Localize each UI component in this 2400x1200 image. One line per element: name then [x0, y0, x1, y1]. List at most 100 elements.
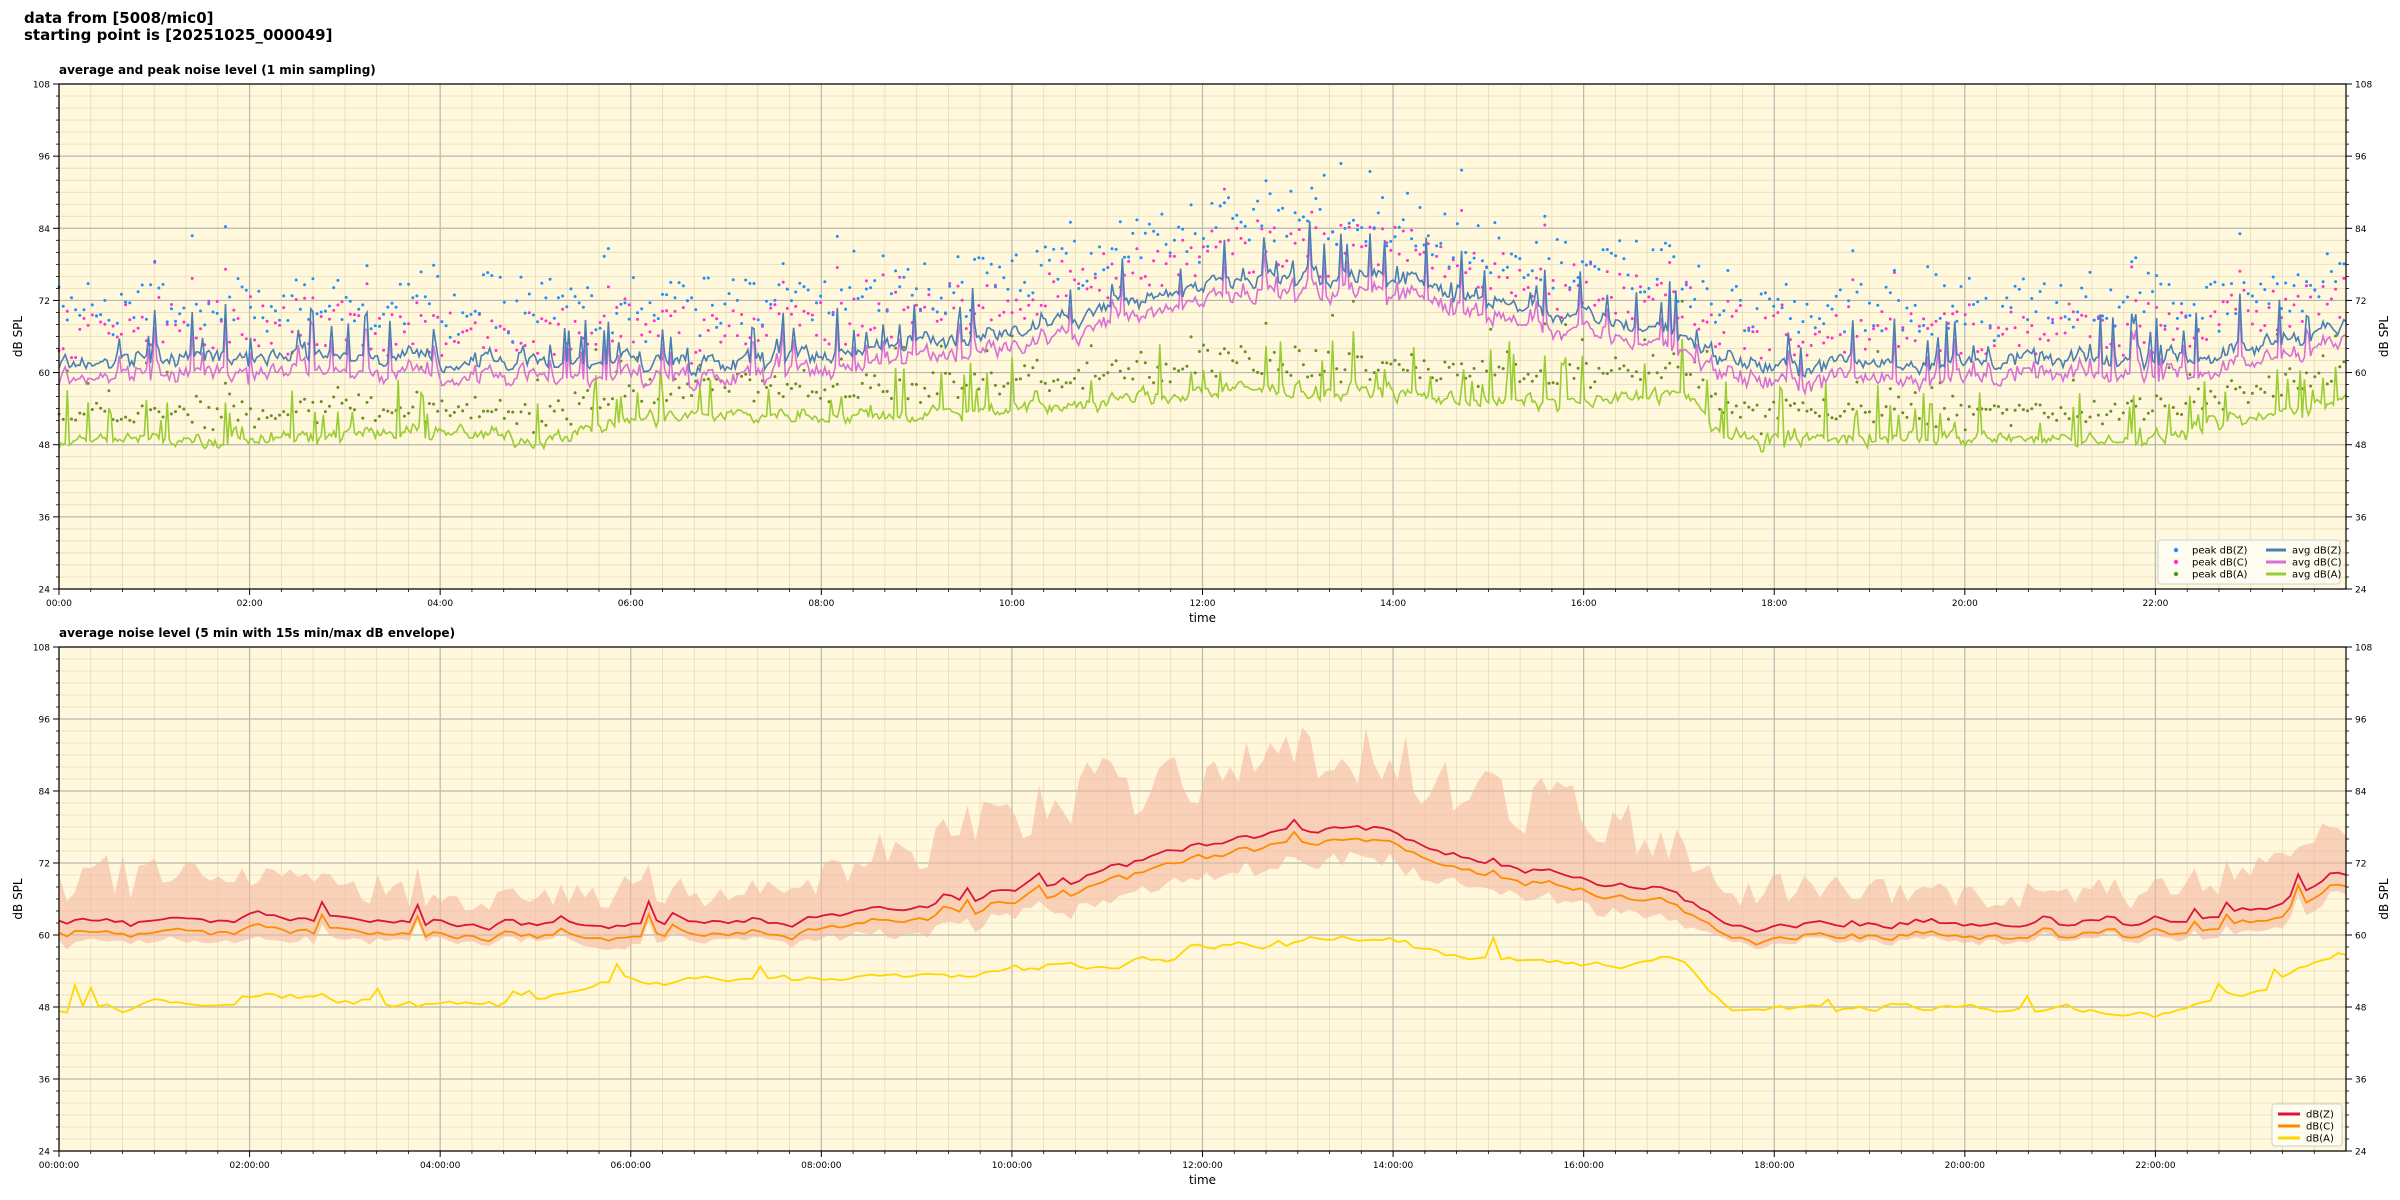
- peak-dBZ-point: [2271, 275, 2275, 279]
- peak-dBC-point: [831, 310, 835, 314]
- peak-dBC-point: [1010, 311, 1014, 315]
- peak-dBZ-point: [228, 295, 232, 299]
- peak-dBZ-point: [2088, 270, 2092, 274]
- peak-dBA-point: [556, 399, 560, 403]
- peak-dBC-point: [773, 303, 777, 307]
- peak-dBA-point: [1393, 358, 1397, 362]
- peak-dBZ-point: [1464, 251, 1468, 254]
- peak-dBZ-point: [1422, 243, 1426, 247]
- peak-dBC-point: [519, 341, 523, 345]
- peak-dBA-point: [2305, 371, 2308, 375]
- peak-dBZ-point: [731, 278, 735, 282]
- peak-dBC-point: [373, 332, 377, 335]
- peak-dBA-point: [1655, 371, 1659, 375]
- peak-dBZ-point: [1755, 307, 1759, 311]
- peak-dBZ-point: [1451, 256, 1455, 260]
- peak-dBC-point: [740, 313, 744, 316]
- peak-dBA-point: [1497, 365, 1501, 369]
- peak-dBA-point: [99, 406, 103, 410]
- peak-dBA-point: [407, 411, 411, 415]
- peak-dBZ-point: [544, 296, 548, 300]
- peak-dBC-point: [1555, 307, 1559, 311]
- peak-dBZ-point: [902, 275, 906, 279]
- peak-dBZ-point: [174, 319, 177, 323]
- peak-dBA-point: [2209, 389, 2213, 393]
- peak-dBA-point: [1684, 373, 1688, 376]
- peak-dBZ-point: [819, 294, 823, 298]
- y-tick-label-right: 48: [2355, 441, 2367, 451]
- peak-dBZ-point: [1410, 237, 1414, 241]
- peak-dBC-point: [1268, 230, 1272, 234]
- peak-dBA-point: [2088, 415, 2092, 419]
- peak-dBA-point: [2250, 391, 2254, 395]
- peak-dBA-point: [894, 346, 898, 350]
- peak-dBZ-point: [1518, 257, 1522, 261]
- peak-dBZ-point: [423, 295, 427, 299]
- peak-dBZ-point: [1118, 220, 1122, 224]
- peak-dBZ-point: [1418, 206, 1422, 209]
- peak-dBZ-point: [1281, 206, 1285, 210]
- x-tick-label: 20:00:00: [1945, 1161, 1986, 1171]
- peak-dBZ-point: [2159, 282, 2163, 286]
- peak-dBZ-point: [444, 324, 448, 328]
- peak-dBA-point: [1235, 361, 1239, 365]
- peak-dBZ-point: [989, 262, 993, 266]
- peak-dBC-point: [294, 298, 298, 301]
- peak-dBC-point: [1247, 271, 1251, 275]
- peak-dBA-point: [1697, 385, 1701, 389]
- y-tick-label-left: 96: [39, 716, 51, 726]
- peak-dBZ-point: [2259, 282, 2263, 286]
- peak-dBC-point: [1818, 330, 1821, 334]
- peak-dBC-point: [1967, 303, 1971, 307]
- peak-dBC-point: [1601, 297, 1605, 301]
- peak-dBZ-point: [1951, 304, 1955, 308]
- peak-dBZ-point: [556, 296, 560, 300]
- peak-dBZ-point: [1098, 245, 1101, 249]
- peak-dBA-point: [174, 410, 177, 414]
- peak-dBA-point: [1418, 376, 1422, 380]
- peak-dBZ-point: [273, 309, 277, 313]
- x-tick-label: 04:00: [427, 599, 453, 609]
- peak-dBZ-point: [719, 321, 723, 325]
- peak-dBZ-point: [328, 304, 331, 308]
- peak-dBC-point: [731, 309, 735, 313]
- peak-dBZ-point: [1043, 245, 1047, 249]
- peak-dBA-point: [881, 390, 885, 394]
- peak-dBA-point: [169, 412, 173, 416]
- peak-dBZ-point: [1081, 284, 1085, 287]
- peak-dBZ-point: [2230, 282, 2233, 286]
- peak-dBA-point: [944, 371, 947, 375]
- peak-dBC-point: [2342, 276, 2346, 280]
- peak-dBC-point: [107, 331, 111, 335]
- peak-dBC-point: [1518, 268, 1522, 272]
- peak-dBZ-point: [82, 308, 86, 312]
- peak-dBA-point: [244, 412, 248, 416]
- peak-dBA-point: [502, 416, 506, 420]
- source-label: data from [5008/mic0]: [24, 9, 214, 27]
- peak-dBA-point: [432, 402, 436, 406]
- peak-dBA-point: [652, 401, 656, 405]
- data-layer: [58, 727, 2347, 1019]
- peak-dBC-point: [1634, 274, 1638, 278]
- peak-dBA-point: [1218, 352, 1222, 356]
- legend-entry-label: dB(A): [2306, 1134, 2334, 1145]
- peak-dBZ-point: [581, 305, 585, 309]
- peak-dBA-point: [1168, 380, 1172, 384]
- peak-dBC-point: [544, 319, 548, 323]
- peak-dBC-point: [1997, 326, 2000, 330]
- peak-dBC-point: [1210, 229, 1214, 233]
- peak-dBC-point: [2101, 318, 2104, 322]
- peak-dBA-point: [706, 377, 710, 381]
- peak-dBA-point: [1551, 381, 1555, 385]
- peak-dBA-point: [1689, 373, 1692, 376]
- peak-dBZ-point: [798, 281, 802, 285]
- peak-dBC-point: [652, 319, 656, 323]
- peak-dBA-point: [2196, 387, 2200, 391]
- peak-dBZ-point: [1522, 276, 1526, 280]
- peak-dBZ-point: [2013, 284, 2017, 288]
- peak-dBA-point: [2255, 384, 2258, 388]
- peak-dBZ-point: [2051, 321, 2055, 325]
- peak-dBZ-point: [236, 277, 240, 281]
- peak-dBC-point: [898, 275, 902, 279]
- peak-dBA-point: [1747, 405, 1751, 409]
